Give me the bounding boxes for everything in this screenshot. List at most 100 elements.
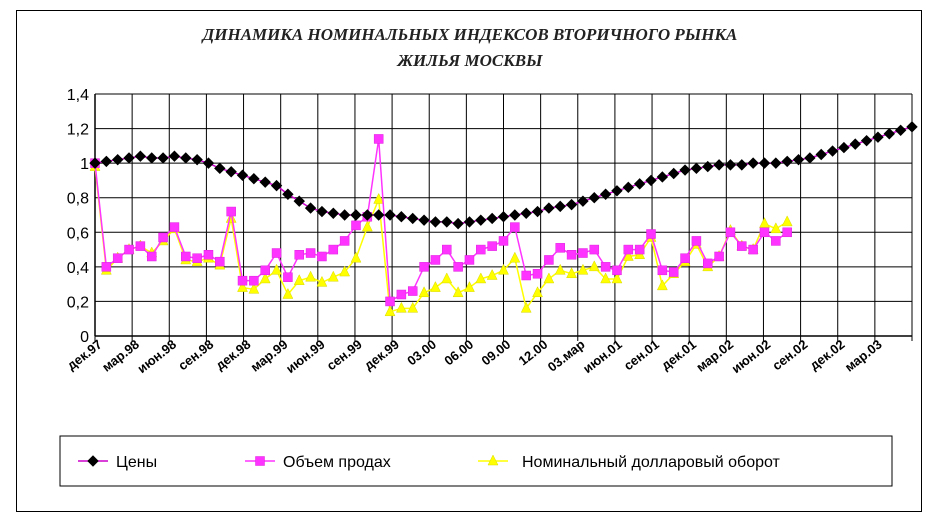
x-tick-label: 06.00 xyxy=(441,337,476,369)
y-tick-label: 0,2 xyxy=(67,294,89,311)
data-point xyxy=(181,251,191,262)
data-point xyxy=(248,172,260,185)
data-point xyxy=(691,236,702,246)
data-point xyxy=(611,185,623,197)
data-point xyxy=(498,263,509,275)
data-point xyxy=(565,198,578,211)
data-point xyxy=(759,227,770,238)
data-point xyxy=(350,209,362,221)
data-point xyxy=(112,253,123,263)
data-point xyxy=(476,244,486,255)
data-point xyxy=(430,255,441,265)
data-point xyxy=(225,166,237,178)
data-point xyxy=(520,301,532,313)
data-point xyxy=(372,209,385,221)
data-point xyxy=(124,244,134,255)
data-point xyxy=(600,272,612,284)
data-point xyxy=(577,263,589,275)
data-point xyxy=(792,153,805,166)
data-point xyxy=(282,287,294,299)
x-tick-label: июн.02 xyxy=(729,337,774,377)
data-point xyxy=(498,236,509,246)
data-point xyxy=(259,176,271,188)
data-point xyxy=(543,202,555,214)
data-point xyxy=(815,148,827,161)
data-point xyxy=(600,262,611,272)
data-point xyxy=(497,211,510,223)
data-point xyxy=(646,229,656,239)
data-point xyxy=(758,157,771,169)
y-tick-label: 0,8 xyxy=(67,191,89,208)
data-point xyxy=(226,206,236,217)
legend-label: Объем продах xyxy=(283,454,391,471)
data-point xyxy=(202,157,215,169)
data-point xyxy=(304,202,317,214)
data-point xyxy=(316,205,328,218)
data-point xyxy=(555,243,565,253)
x-tick-label: июн.99 xyxy=(283,337,328,377)
data-point xyxy=(271,248,282,258)
data-point xyxy=(237,275,248,286)
data-point xyxy=(259,272,271,284)
data-point xyxy=(680,253,690,263)
data-point xyxy=(656,279,668,291)
data-point xyxy=(770,157,782,169)
legend-label: Номинальный долларовый оборот xyxy=(522,454,781,471)
data-point xyxy=(135,241,146,251)
data-point xyxy=(623,244,634,255)
data-point xyxy=(316,275,328,287)
data-point xyxy=(441,272,453,284)
data-point xyxy=(737,241,747,251)
x-tick-label: мар.98 xyxy=(99,337,142,375)
data-point xyxy=(894,124,907,137)
data-point xyxy=(521,270,531,281)
data-point xyxy=(487,241,497,251)
data-point xyxy=(554,200,566,213)
data-point xyxy=(463,216,476,228)
legend-box xyxy=(59,435,893,487)
series-1 xyxy=(90,134,792,307)
data-point xyxy=(566,267,577,279)
data-point xyxy=(146,152,158,164)
data-point xyxy=(509,251,521,263)
data-point xyxy=(544,255,554,265)
data-point xyxy=(146,251,157,262)
data-point xyxy=(168,150,181,162)
y-tick-label: 0,4 xyxy=(67,260,89,277)
x-tick-label: сен.98 xyxy=(175,337,216,374)
chart-title-line2: ЖИЛЬЯ МОСКВЫ xyxy=(396,51,543,70)
x-tick-label: дек.99 xyxy=(361,337,402,373)
y-tick-labels: 0 0,2 0,4 0,6 0,8 1 1,2 1,4 xyxy=(67,87,89,346)
y-tick-label: 1 xyxy=(80,156,89,173)
x-tick-label: дек.98 xyxy=(213,337,254,373)
data-point xyxy=(577,195,589,207)
data-point xyxy=(249,275,259,286)
data-point xyxy=(475,272,487,284)
data-point xyxy=(464,255,475,265)
x-tick-label: сен.02 xyxy=(769,337,810,374)
data-point xyxy=(464,281,475,292)
series-line xyxy=(94,166,788,313)
data-point xyxy=(724,159,737,171)
x-tick-label: мар.03 xyxy=(842,337,885,375)
legend-marker xyxy=(487,454,499,466)
data-point xyxy=(578,248,588,258)
data-point xyxy=(679,164,691,176)
data-point xyxy=(566,250,577,260)
data-point xyxy=(782,227,792,238)
x-tick-label: сен.99 xyxy=(324,337,365,374)
data-point xyxy=(361,220,373,232)
series-layer xyxy=(89,121,918,317)
x-tick-label: 03.мар xyxy=(545,337,588,375)
data-point xyxy=(192,253,202,263)
data-point xyxy=(849,138,861,150)
legend: Цены Объем продах Номинальный долларовый о… xyxy=(78,454,781,471)
data-point xyxy=(441,216,453,228)
data-point xyxy=(633,178,646,190)
data-point xyxy=(373,192,385,204)
data-point xyxy=(293,195,305,207)
data-point xyxy=(611,272,623,284)
data-point xyxy=(906,121,918,133)
data-point xyxy=(283,272,293,282)
data-point xyxy=(248,282,260,294)
